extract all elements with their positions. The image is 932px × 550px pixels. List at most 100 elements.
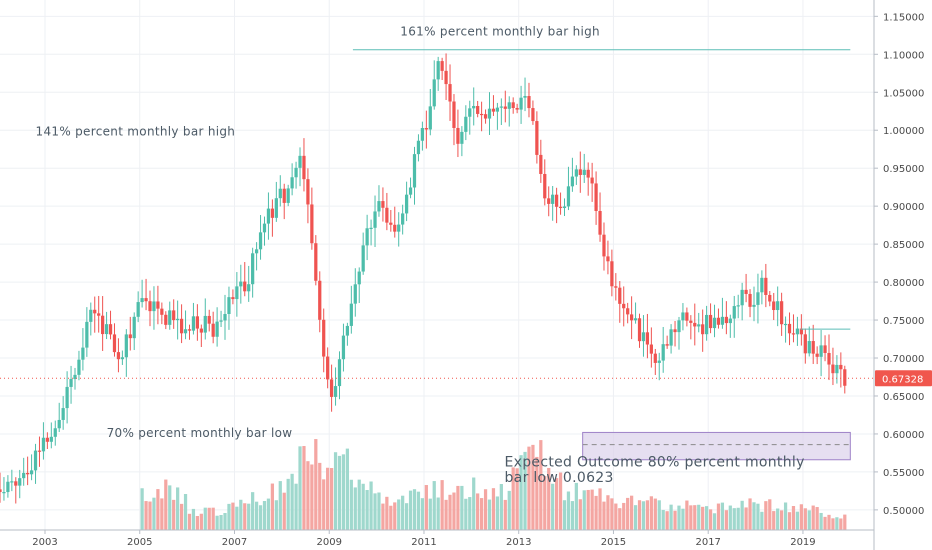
candle-body[interactable]	[657, 360, 661, 363]
candle-body[interactable]	[136, 302, 140, 317]
candle-body[interactable]	[578, 169, 582, 175]
candle-body[interactable]	[827, 352, 831, 365]
candle-body[interactable]	[199, 328, 203, 333]
candle-body[interactable]	[168, 310, 172, 325]
candle-body[interactable]	[22, 472, 26, 479]
candle-body[interactable]	[716, 317, 721, 325]
candle-body[interactable]	[839, 364, 843, 370]
candle-body[interactable]	[693, 322, 697, 327]
candle-body[interactable]	[641, 332, 646, 342]
candle-body[interactable]	[547, 198, 551, 204]
candle-body[interactable]	[780, 301, 784, 325]
candle-body[interactable]	[33, 450, 38, 471]
candle-body[interactable]	[701, 324, 705, 335]
candle-body[interactable]	[393, 224, 397, 232]
candle-body[interactable]	[148, 301, 152, 312]
candle-body[interactable]	[618, 287, 622, 304]
candle-body[interactable]	[795, 328, 800, 335]
candle-body[interactable]	[116, 352, 121, 360]
candle-body[interactable]	[93, 309, 97, 314]
candle-body[interactable]	[523, 96, 527, 98]
candle-body[interactable]	[298, 155, 302, 168]
candle-body[interactable]	[37, 450, 42, 452]
candle-body[interactable]	[26, 472, 30, 475]
candle-body[interactable]	[97, 313, 101, 316]
candle-body[interactable]	[361, 245, 365, 272]
candle-body[interactable]	[440, 61, 444, 71]
candle-body[interactable]	[424, 128, 428, 130]
candle-body[interactable]	[432, 79, 436, 107]
candle-body[interactable]	[483, 114, 488, 119]
candle-body[interactable]	[436, 61, 440, 80]
candle-body[interactable]	[310, 204, 314, 244]
candle-body[interactable]	[211, 323, 215, 337]
candle-body[interactable]	[160, 308, 164, 315]
candle-body[interactable]	[527, 96, 531, 109]
candle-body[interactable]	[760, 277, 764, 293]
candle-body[interactable]	[2, 492, 6, 494]
candle-body[interactable]	[705, 314, 709, 335]
candle-body[interactable]	[14, 481, 18, 486]
candle-body[interactable]	[653, 353, 657, 363]
candle-body[interactable]	[254, 249, 259, 254]
candle-body[interactable]	[661, 344, 665, 361]
candle-body[interactable]	[183, 329, 188, 334]
candle-body[interactable]	[401, 213, 405, 225]
candle-body[interactable]	[247, 284, 251, 292]
candle-body[interactable]	[633, 318, 638, 321]
candle-body[interactable]	[531, 108, 535, 122]
candle-body[interactable]	[294, 167, 298, 178]
candle-body[interactable]	[164, 314, 168, 325]
candle-body[interactable]	[843, 369, 847, 386]
candle-body[interactable]	[681, 312, 685, 321]
candle-body[interactable]	[349, 303, 353, 326]
candle-body[interactable]	[732, 306, 736, 319]
candle-body[interactable]	[562, 206, 567, 209]
candle-body[interactable]	[120, 357, 124, 360]
candle-body[interactable]	[18, 478, 22, 486]
candle-body[interactable]	[10, 481, 14, 483]
candle-body[interactable]	[728, 318, 732, 324]
candle-body[interactable]	[464, 116, 468, 132]
candle-body[interactable]	[740, 289, 744, 306]
candle-body[interactable]	[65, 386, 69, 409]
candle-body[interactable]	[49, 436, 53, 442]
candle-body[interactable]	[736, 305, 740, 307]
candle-body[interactable]	[412, 154, 417, 188]
candle-body[interactable]	[598, 210, 602, 235]
candle-body[interactable]	[783, 323, 788, 326]
candle-body[interactable]	[610, 261, 614, 287]
candle-body[interactable]	[819, 345, 823, 357]
candle-body[interactable]	[251, 253, 255, 285]
candle-body[interactable]	[452, 101, 456, 128]
candle-body[interactable]	[772, 301, 776, 311]
candle-body[interactable]	[385, 207, 389, 223]
candle-body[interactable]	[708, 314, 713, 329]
candle-body[interactable]	[377, 201, 381, 212]
candle-body[interactable]	[172, 310, 176, 321]
candle-body[interactable]	[187, 329, 192, 331]
candle-body[interactable]	[764, 277, 768, 295]
candle-body[interactable]	[258, 232, 263, 250]
candle-body[interactable]	[582, 169, 586, 175]
candle-body[interactable]	[495, 107, 500, 112]
candle-body[interactable]	[539, 154, 543, 174]
candle-body[interactable]	[554, 194, 559, 207]
candle-body[interactable]	[799, 328, 803, 335]
candle-body[interactable]	[85, 321, 89, 348]
candle-body[interactable]	[282, 188, 286, 203]
candle-body[interactable]	[152, 301, 156, 312]
candle-body[interactable]	[590, 177, 594, 184]
candle-body[interactable]	[515, 108, 519, 110]
candle-body[interactable]	[629, 314, 634, 321]
candle-body[interactable]	[132, 316, 136, 339]
candle-body[interactable]	[744, 289, 748, 294]
candle-body[interactable]	[543, 173, 547, 199]
candle-body[interactable]	[724, 316, 728, 324]
candle-body[interactable]	[6, 481, 10, 493]
candle-body[interactable]	[811, 341, 815, 354]
candle-body[interactable]	[191, 316, 196, 331]
candle-body[interactable]	[357, 271, 361, 285]
candle-body[interactable]	[45, 437, 49, 442]
candle-body[interactable]	[389, 222, 393, 225]
